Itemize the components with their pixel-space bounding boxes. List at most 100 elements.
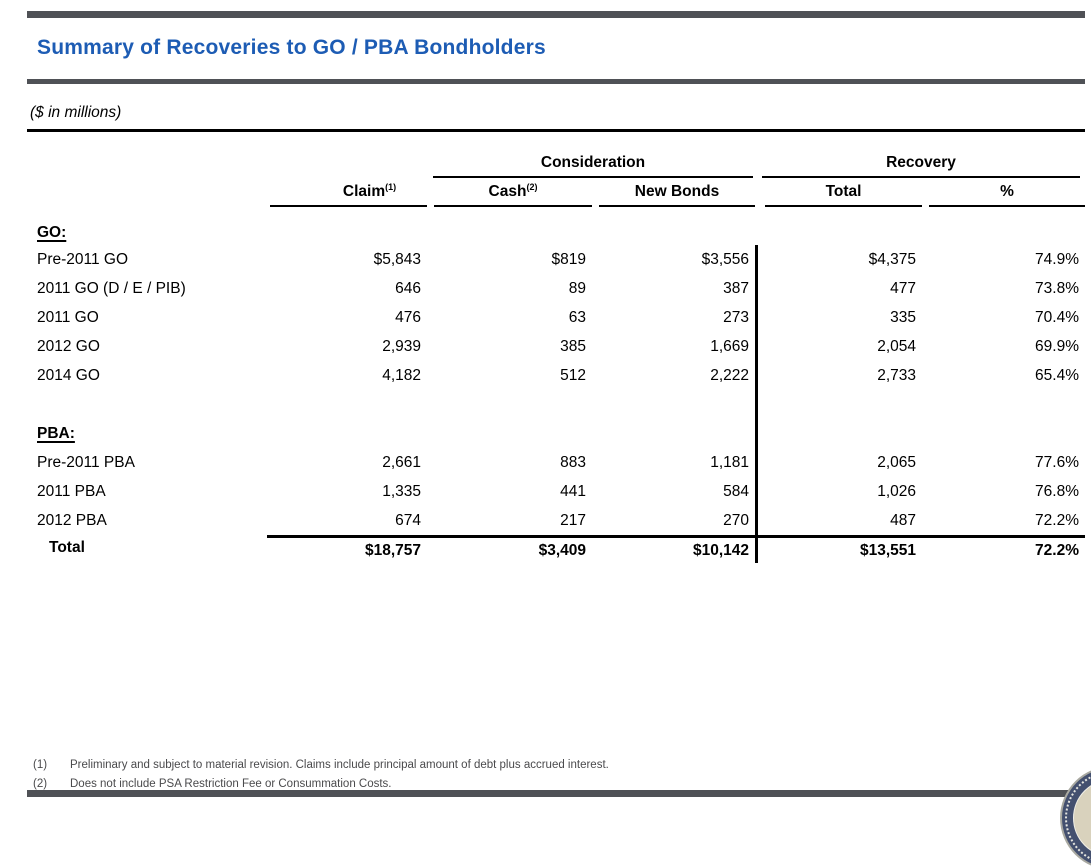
recovery-total-value: $4,375 <box>868 251 916 268</box>
claim-value: 674 <box>395 512 421 529</box>
row-label: 2014 GO <box>37 367 100 384</box>
column-divider <box>755 448 758 477</box>
section-label: PBA: <box>37 425 75 442</box>
table-row: 2011 GO (D / E / PIB) 646 89 387 477 73.… <box>27 274 1085 303</box>
column-divider <box>755 390 758 419</box>
recovery-total-value: 335 <box>890 309 916 326</box>
units-note: ($ in millions) <box>30 104 122 121</box>
recovery-pct-value: 77.6% <box>1035 454 1079 471</box>
top-accent-bar <box>27 11 1085 18</box>
header-new-bonds: New Bonds <box>599 179 755 207</box>
column-divider <box>755 535 758 563</box>
cash-total: $3,409 <box>427 535 592 563</box>
header-recovery-total: Total <box>765 179 922 207</box>
column-divider <box>755 361 758 390</box>
row-label: 2011 GO (D / E / PIB) <box>37 280 186 297</box>
footnote-1: (1) Preliminary and subject to material … <box>33 756 933 775</box>
recovery-total-total: $13,551 <box>758 535 922 563</box>
title-divider <box>27 79 1085 84</box>
recovery-pct-value: 74.9% <box>1035 251 1079 268</box>
footnote-text: Does not include PSA Restriction Fee or … <box>70 777 392 790</box>
table-row: 2012 GO 2,939 385 1,669 2,054 69.9% <box>27 332 1085 361</box>
table-row: 2011 GO 476 63 273 335 70.4% <box>27 303 1085 332</box>
cash-value: 441 <box>560 483 586 500</box>
footnote-2: (2) Does not include PSA Restriction Fee… <box>33 775 933 794</box>
footnote-ref-2: (2) <box>526 181 538 192</box>
cash-value: 217 <box>560 512 586 529</box>
row-label: Pre-2011 GO <box>37 251 129 268</box>
footnote-marker: (1) <box>33 759 48 771</box>
column-divider <box>755 245 758 274</box>
footnote-marker: (2) <box>33 777 48 790</box>
section-label: GO: <box>37 224 67 241</box>
new-bonds-value: 1,181 <box>710 454 749 471</box>
row-label: 2011 PBA <box>37 483 106 500</box>
claim-value: 2,939 <box>382 338 421 355</box>
claim-value: 2,661 <box>382 454 421 471</box>
cash-value: 512 <box>560 367 586 384</box>
footnote-text: Preliminary and subject to material revi… <box>70 759 609 771</box>
header-claim: Claim(1) <box>270 179 427 207</box>
recoveries-table: Consideration Recovery Claim(1) Cash(2) … <box>27 129 1085 563</box>
row-label: 2012 GO <box>37 338 100 355</box>
bottom-accent-bar <box>27 790 1085 797</box>
header-cash-label: Cash <box>488 183 527 200</box>
row-label: 2011 GO <box>37 309 99 326</box>
table-row: 2011 PBA 1,335 441 584 1,026 76.8% <box>27 477 1085 506</box>
row-label: 2012 PBA <box>37 512 107 529</box>
column-divider <box>755 419 758 448</box>
column-header-row: Claim(1) Cash(2) New Bonds Total % <box>27 178 1085 207</box>
group-header-row: Consideration Recovery <box>27 132 1085 178</box>
column-divider <box>755 274 758 303</box>
table-row: Pre-2011 PBA 2,661 883 1,181 2,065 77.6% <box>27 448 1085 477</box>
government-seal-icon <box>1062 768 1091 868</box>
new-bonds-value: $3,556 <box>701 251 749 268</box>
header-claim-label: Claim <box>342 183 386 200</box>
header-cash: Cash(2) <box>434 179 592 207</box>
total-row: Total $18,757 $3,409 $10,142 $13,551 72.… <box>27 535 1085 563</box>
recovery-total-value: 487 <box>890 512 916 529</box>
column-divider <box>755 332 758 361</box>
recovery-pct-value: 69.9% <box>1035 338 1079 355</box>
column-divider <box>755 506 758 535</box>
header-recovery-pct: % <box>929 179 1085 207</box>
new-bonds-total: $10,142 <box>592 535 755 563</box>
table-row: Pre-2011 GO $5,843 $819 $3,556 $4,375 74… <box>27 245 1085 274</box>
column-divider <box>755 303 758 332</box>
recovery-pct-total: 72.2% <box>922 535 1085 563</box>
section-header-go: GO: <box>27 207 1085 245</box>
footnotes: (1) Preliminary and subject to material … <box>33 756 933 793</box>
group-header-recovery: Recovery <box>762 153 1080 178</box>
table-row: 2014 GO 4,182 512 2,222 2,733 65.4% <box>27 361 1085 390</box>
cash-value: 883 <box>560 454 586 471</box>
cash-value: 89 <box>568 280 586 297</box>
group-header-consideration: Consideration <box>433 153 753 178</box>
recovery-pct-value: 65.4% <box>1035 367 1079 384</box>
page-title: Summary of Recoveries to GO / PBA Bondho… <box>37 36 546 59</box>
claim-value: 476 <box>395 309 421 326</box>
claim-value: $5,843 <box>373 251 421 268</box>
new-bonds-value: 2,222 <box>710 367 749 384</box>
recovery-total-value: 2,733 <box>877 367 916 384</box>
cash-value: 385 <box>560 338 586 355</box>
new-bonds-value: 387 <box>723 280 749 297</box>
section-header-pba: PBA: <box>27 419 1085 448</box>
new-bonds-value: 273 <box>723 309 749 326</box>
recovery-pct-value: 70.4% <box>1035 309 1079 326</box>
footnote-ref-1: (1) <box>385 181 397 192</box>
recovery-total-value: 477 <box>890 280 916 297</box>
recovery-total-value: 1,026 <box>877 483 916 500</box>
cash-value: 63 <box>568 309 586 326</box>
claim-value: 4,182 <box>382 367 421 384</box>
recovery-total-value: 2,054 <box>877 338 916 355</box>
table-row: 2012 PBA 674 217 270 487 72.2% <box>27 506 1085 535</box>
claim-total: $18,757 <box>267 535 427 563</box>
new-bonds-value: 270 <box>723 512 749 529</box>
total-label: Total <box>49 539 85 556</box>
recovery-pct-value: 73.8% <box>1035 280 1079 297</box>
spacer-row <box>27 390 1085 419</box>
new-bonds-value: 584 <box>723 483 749 500</box>
recovery-total-value: 2,065 <box>877 454 916 471</box>
row-label: Pre-2011 PBA <box>37 454 135 471</box>
recovery-pct-value: 76.8% <box>1035 483 1079 500</box>
